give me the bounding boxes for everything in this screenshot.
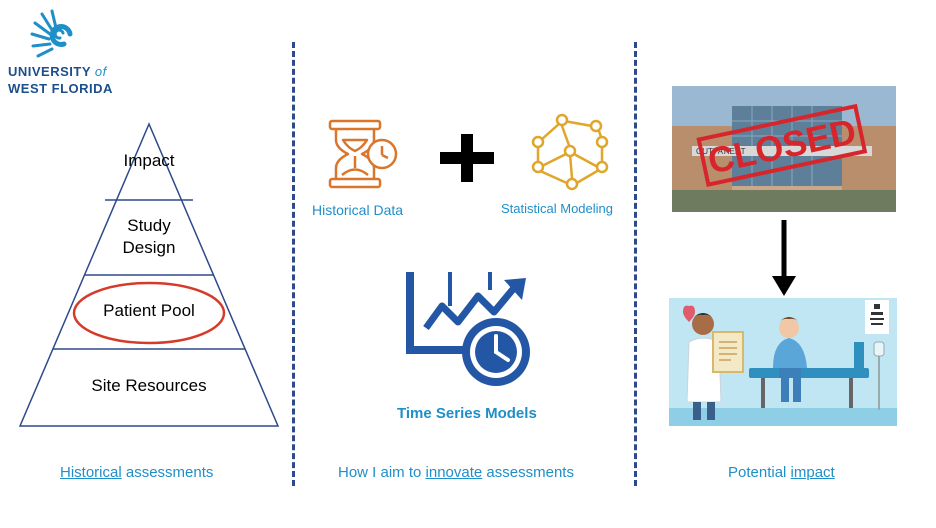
caption-historical-rest: assessments [121,464,214,481]
pyramid-level-site-resources: Site Resources [91,376,207,395]
down-arrow-icon [772,220,796,296]
caption-innovate-pre: How I aim to [338,464,426,481]
caption-innovate-link[interactable]: innovate [425,464,483,481]
building-sign-text: OUTPATIENT [696,147,746,156]
doctor-patient-illustration [669,298,897,426]
hourglass-clock-icon [328,119,398,189]
caption-innovate-post: assessments [482,464,574,481]
pyramid-level-patient-pool: Patient Pool [103,301,195,320]
caption-impact-pre: Potential [728,464,791,481]
closed-hospital-photo: OUTPATIENT CLOSED [672,86,896,212]
statistical-modeling-label: Statistical Modeling [501,201,613,216]
uwf-logo-icon [30,9,73,58]
time-series-models-label: Time Series Models [397,405,537,422]
pyramid-diagram [18,122,280,427]
caption-potential-impact: Potential impact [728,464,835,481]
plus-icon [440,134,494,182]
divider-left [292,42,295,486]
time-series-chart-icon [406,272,530,386]
caption-historical-assessments: Historical assessments [60,464,213,481]
caption-innovate-assessments: How I aim to innovate assessments [338,464,574,481]
caption-historical-link[interactable]: Historical [60,464,122,481]
caption-impact-link[interactable]: impact [790,464,835,481]
divider-right [634,42,637,486]
logo-line-2: WEST FLORIDA [8,81,113,96]
pyramid-level-impact: Impact [123,151,175,170]
logo-university: UNIVERSITY [8,64,91,79]
historical-data-label: Historical Data [312,202,404,218]
patient-pool-highlight [72,281,226,345]
network-graph-icon [531,113,609,191]
logo-of: of [94,64,107,79]
logo-line-1: UNIVERSITY of [8,64,107,79]
pyramid-level-study-design: Study Design [122,216,176,257]
